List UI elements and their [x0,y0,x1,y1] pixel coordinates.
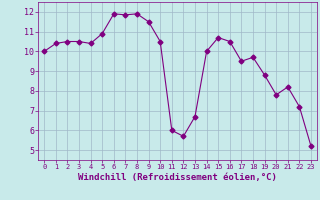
X-axis label: Windchill (Refroidissement éolien,°C): Windchill (Refroidissement éolien,°C) [78,173,277,182]
